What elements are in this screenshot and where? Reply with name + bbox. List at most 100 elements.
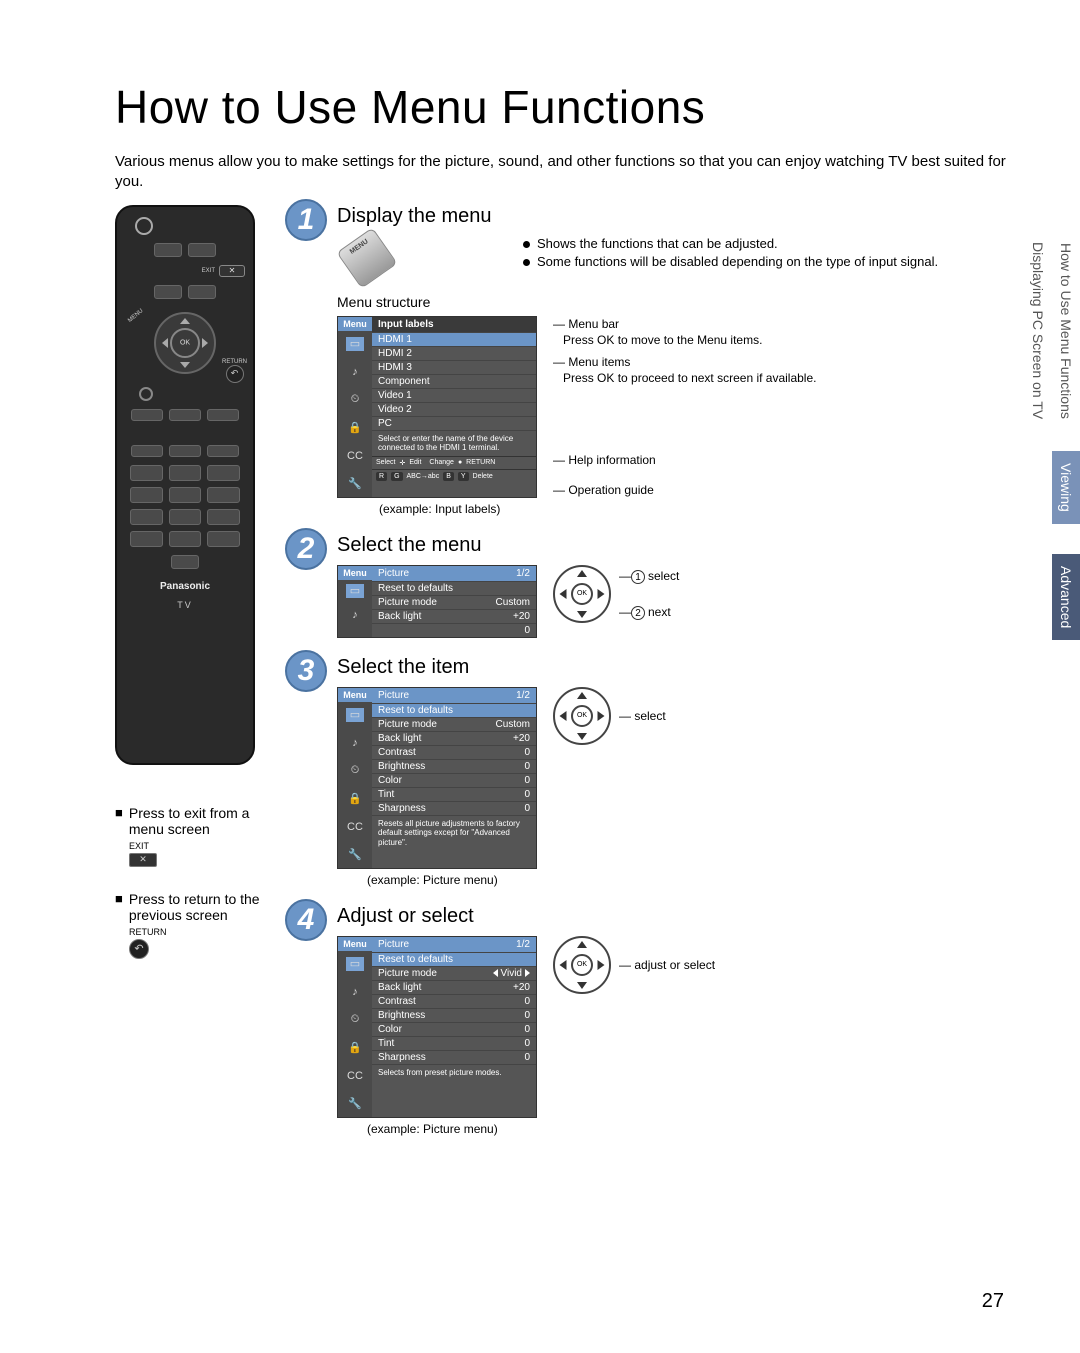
wrench-icon: 🔧: [346, 848, 364, 862]
model-label: TV: [177, 600, 193, 610]
osd-row: Sharpness0: [372, 801, 536, 815]
timer-icon: ⏲: [346, 764, 364, 778]
osd-help: Select or enter the name of the device c…: [372, 430, 536, 456]
exit-button-mini-icon: ✕: [129, 853, 157, 867]
osd-menu-tab: Menu: [338, 566, 372, 580]
osd-header: Picture: [378, 939, 409, 950]
ok-icon: OK: [571, 583, 593, 605]
osd-select-menu: Menu ▭ ♪ Picture1/2 Reset to defaults Pi…: [337, 565, 537, 638]
exit-label: EXIT: [202, 268, 215, 274]
osd-row: Picture mode Vivid: [372, 966, 536, 980]
wrench-icon: 🔧: [346, 1097, 364, 1111]
step-3-number: 3: [285, 650, 327, 692]
osd-row: Color0: [372, 1022, 536, 1036]
step1-bullet-1: Shows the functions that can be adjusted…: [523, 236, 938, 253]
osd-row: Contrast0: [372, 994, 536, 1008]
brand-logo: Panasonic: [160, 581, 210, 592]
power-icon: [135, 217, 153, 235]
ok-label: OK: [180, 339, 190, 346]
annot-adjust: adjust or select: [634, 958, 715, 972]
annot-next: next: [648, 605, 671, 619]
return-instruction: Press to return to the previous screen: [129, 891, 275, 923]
rec-icon: [139, 387, 153, 401]
callout-menubar: Menu bar: [568, 317, 619, 331]
osd-row: Back light+20: [372, 731, 536, 745]
osd-item: HDMI 3: [372, 360, 536, 374]
osd-row: Picture modeCustom: [372, 717, 536, 731]
osd-select-item: Menu ▭ ♪ ⏲ 🔒 CC 🔧: [337, 687, 537, 869]
osd-help: Selects from preset picture modes.: [372, 1064, 536, 1081]
callout-guide: Operation guide: [568, 483, 653, 497]
osd-row: Brightness0: [372, 1008, 536, 1022]
side-tab-topic-2: Displaying PC Screen on TV: [1024, 230, 1052, 431]
step4-caption: (example: Picture menu): [367, 1122, 537, 1136]
osd-input-labels: Menu ▭ ♪ ⏲ 🔒 CC 🔧: [337, 316, 537, 498]
step-2-number: 2: [285, 528, 327, 570]
step-2-title: Select the menu: [337, 534, 1010, 557]
step-1-number: 1: [285, 199, 327, 241]
step-4-number: 4: [285, 899, 327, 941]
osd-row: Back light+20: [372, 609, 536, 623]
music-icon: ♪: [346, 608, 364, 622]
intro-text: Various menus allow you to make settings…: [115, 152, 1010, 193]
return-label: RETURN: [222, 359, 247, 365]
osd-header: Picture: [378, 690, 409, 701]
callout-menuitems: Menu items: [568, 355, 630, 369]
music-icon: ♪: [346, 365, 364, 379]
return-button-mini-icon: ↶: [129, 939, 149, 959]
dpad-icon: OK: [154, 312, 216, 374]
side-tab-topic-1: How to Use Menu Functions: [1052, 230, 1080, 431]
osd-row: Tint0: [372, 1036, 536, 1050]
lock-icon: 🔒: [346, 421, 364, 435]
osd-item: Component: [372, 374, 536, 388]
exit-instruction: Press to exit from a menu screen: [129, 805, 275, 837]
menu-button-illustration: MENU: [337, 236, 397, 280]
step1-caption: (example: Input labels): [379, 502, 537, 516]
osd-adjust: Menu ▭ ♪ ⏲ 🔒 CC 🔧: [337, 936, 537, 1118]
wrench-icon: 🔧: [346, 477, 364, 491]
osd-row: Brightness0: [372, 759, 536, 773]
osd-item: HDMI 1: [372, 332, 536, 346]
exit-mini-label: EXIT: [129, 841, 275, 851]
ok-icon: OK: [571, 954, 593, 976]
osd-menu-tab: Menu: [338, 937, 372, 951]
osd-menu-tab: Menu: [338, 317, 372, 331]
osd-item: HDMI 2: [372, 346, 536, 360]
osd-header: Picture: [378, 568, 409, 579]
osd-row: Sharpness0: [372, 1050, 536, 1064]
osd-header: Input labels: [372, 317, 536, 332]
cc-icon: CC: [346, 449, 364, 463]
osd-row: Back light+20: [372, 980, 536, 994]
osd-page: 1/2: [516, 690, 530, 701]
annot-select: select: [648, 569, 679, 583]
osd-help: Resets all picture adjustments to factor…: [372, 815, 536, 851]
osd-menu-tab: Menu: [338, 688, 372, 702]
osd-row: Contrast0: [372, 745, 536, 759]
osd-page: 1/2: [516, 939, 530, 950]
osd-item: Video 1: [372, 388, 536, 402]
exit-button-icon: [219, 265, 245, 277]
step-1-title: Display the menu: [337, 205, 1010, 228]
osd-guide: Select✛ Edit Change ●RETURN: [372, 456, 536, 469]
osd-page: 1/2: [516, 568, 530, 579]
ok-icon: OK: [571, 705, 593, 727]
return-icon: ↶: [226, 365, 244, 383]
tv-icon: ▭: [346, 337, 364, 351]
step3-caption: (example: Picture menu): [367, 873, 537, 887]
dpad-icon: OK: [553, 936, 611, 994]
step1-subhead: Menu structure: [337, 294, 1010, 310]
step-4-title: Adjust or select: [337, 905, 1010, 928]
osd-row: Reset to defaults: [372, 581, 536, 595]
lock-icon: 🔒: [346, 1041, 364, 1055]
callout-menuitems-sub: Press OK to proceed to next screen if av…: [563, 371, 816, 385]
lock-icon: 🔒: [346, 792, 364, 806]
osd-item: PC: [372, 416, 536, 430]
callout-menubar-sub: Press OK to move to the Menu items.: [563, 333, 762, 347]
step-3-title: Select the item: [337, 656, 1010, 679]
dpad-icon: OK: [553, 565, 611, 623]
osd-row: Reset to defaults: [372, 703, 536, 717]
osd-row: Reset to defaults: [372, 952, 536, 966]
timer-icon: ⏲: [346, 393, 364, 407]
cc-icon: CC: [346, 820, 364, 834]
osd-row: Picture modeCustom: [372, 595, 536, 609]
